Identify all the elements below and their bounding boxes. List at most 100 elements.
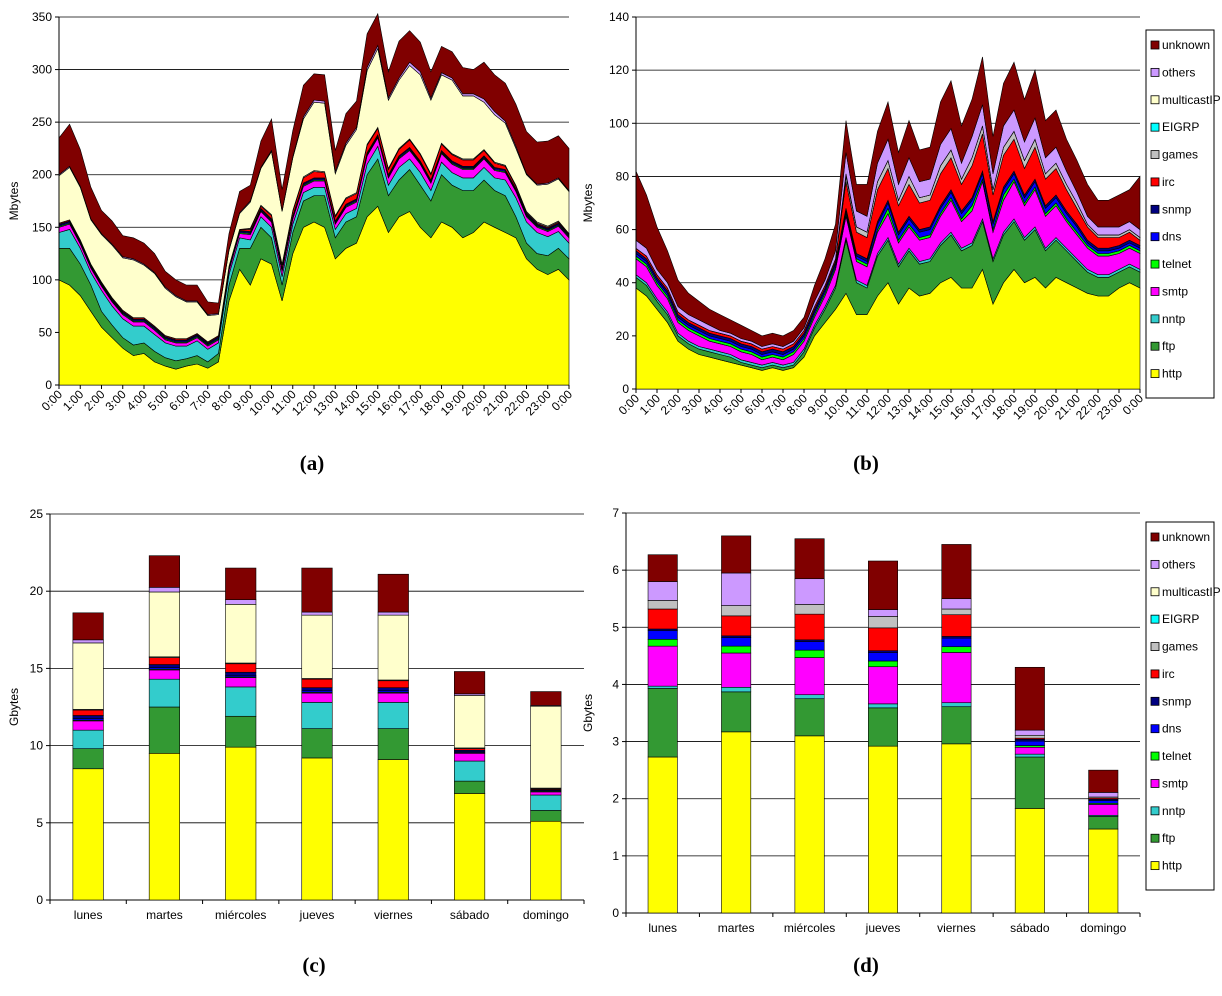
legend-swatch-telnet (1150, 751, 1160, 761)
y-tick-label: 100 (609, 116, 629, 130)
bar-segment-others (72, 639, 104, 644)
y-tick-label: 140 (609, 10, 629, 24)
legend-label-telnet: telnet (1162, 749, 1192, 763)
y-tick-label: 350 (32, 10, 52, 24)
bar-segment-smtp (454, 753, 486, 762)
y-tick-label: 0 (612, 906, 619, 920)
bar-segment-unknown (1014, 666, 1045, 731)
legend-swatch-irc (1150, 177, 1160, 187)
y-tick-label: 40 (616, 276, 630, 290)
y-tick-label: 3 (612, 735, 619, 749)
legend-swatch-smtp (1150, 779, 1160, 788)
bar-segment-irc (377, 680, 409, 689)
legend-swatch-ftp (1150, 341, 1160, 351)
legend-label-unknown: unknown (1162, 530, 1210, 544)
legend-swatch-eigrp (1150, 122, 1160, 132)
caption-a: (a) (300, 451, 325, 475)
legend-label-games: games (1162, 148, 1198, 162)
y-tick-label: 50 (39, 325, 53, 339)
bar-segment-multicastip (530, 705, 562, 789)
legend-label-irc: irc (1162, 667, 1175, 681)
bar-segment-unknown (301, 567, 333, 613)
bar-segment-ftp (377, 728, 409, 760)
x-category-label: sábado (1010, 921, 1050, 935)
y-tick-label: 100 (32, 273, 52, 287)
legend-label-others: others (1162, 557, 1195, 571)
x-tick-label: 0:00 (1120, 391, 1147, 418)
bar-segment-nntp (225, 686, 257, 717)
bar-segment-ftp (530, 810, 562, 822)
bar-segment-dns (941, 637, 972, 648)
x-tick-label: 3:00 (102, 387, 129, 414)
bar-segment-http (148, 753, 180, 901)
x-tick-label: 2:00 (658, 391, 685, 418)
legend-swatch-irc (1150, 669, 1160, 679)
bar-segment-ftp (1088, 816, 1119, 830)
bar-segment-http (377, 759, 409, 901)
bar-segment-others (148, 587, 180, 593)
bar-segment-smtp (647, 645, 678, 687)
bar-segment-smtp (941, 652, 972, 704)
y-tick-label: 5 (612, 620, 619, 634)
bar-segment-others (647, 581, 678, 601)
legend-label-dns: dns (1162, 722, 1181, 736)
legend-swatch-snmp (1150, 696, 1160, 706)
bar-segment-smtp (225, 677, 257, 688)
x-tick-label: 1:00 (60, 387, 87, 414)
legend-swatch-unknown (1150, 532, 1160, 542)
x-category-label: lunes (648, 921, 677, 935)
legend-swatch-snmp (1150, 204, 1160, 214)
bar-segment-dns (1014, 740, 1045, 746)
y-axis-label: Gbytes (581, 694, 595, 732)
bar-segment-snmp (377, 687, 409, 692)
y-tick-label: 200 (32, 168, 52, 182)
x-tick-label: 7:00 (187, 387, 214, 414)
bar-segment-others (301, 611, 333, 616)
legend-swatch-dns (1150, 232, 1160, 242)
legend-label-multicastip: multicastIP (1162, 585, 1221, 599)
x-tick-label: 2:00 (81, 387, 108, 414)
bar-segment-smtp (1088, 804, 1119, 816)
x-category-label: miércoles (215, 908, 266, 922)
legend-label-eigrp: EIGRP (1162, 120, 1199, 134)
bar-segment-unknown (148, 555, 180, 588)
bar-segment-games (941, 608, 972, 616)
y-tick-label: 10 (30, 739, 44, 753)
legend-swatch-others (1150, 559, 1160, 569)
x-tick-label: 6:00 (742, 391, 769, 418)
x-category-label: lunes (74, 908, 103, 922)
y-tick-label: 120 (609, 63, 629, 77)
y-tick-label: 15 (30, 661, 44, 675)
x-category-label: domingo (523, 908, 569, 922)
y-tick-label: 25 (30, 507, 44, 521)
x-tick-label: 6:00 (166, 387, 193, 414)
x-category-label: viernes (937, 921, 976, 935)
legend-label-http: http (1162, 367, 1182, 381)
legend-label-snmp: snmp (1162, 202, 1192, 216)
x-category-label: domingo (1080, 921, 1126, 935)
legend-label-others: others (1162, 65, 1195, 79)
bar-segment-dns (1088, 800, 1119, 804)
bar-segment-games (1014, 734, 1045, 739)
legend-swatch-games (1150, 150, 1160, 159)
bar-segment-nntp (794, 694, 825, 700)
bar-segment-others (794, 578, 825, 605)
bar-segment-snmp (72, 715, 104, 719)
bar-segment-nntp (454, 760, 486, 782)
area-series-unknown (58, 12, 570, 315)
legend-swatch-others (1150, 67, 1160, 77)
legend-label-unknown: unknown (1162, 38, 1210, 52)
legend: unknown others multicastIP EIGRP games irc snm… (1145, 521, 1221, 891)
x-category-label: sábado (450, 908, 490, 922)
bar-segment-smtp (301, 692, 333, 703)
bar-segment-unknown (72, 612, 104, 641)
bar-segment-multicastip (377, 614, 409, 681)
x-category-label: jueves (865, 921, 901, 935)
legend-swatch-smtp (1150, 287, 1160, 296)
bar-segment-irc (794, 613, 825, 641)
legend-label-telnet: telnet (1162, 257, 1192, 271)
y-tick-label: 300 (32, 63, 52, 77)
bar-segment-unknown (377, 573, 409, 613)
legend-swatch-multicastip (1150, 587, 1160, 597)
